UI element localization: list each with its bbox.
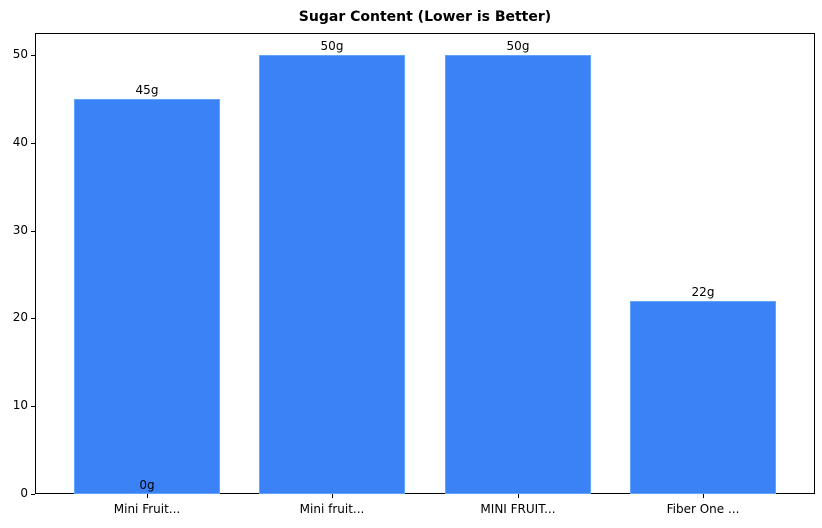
y-tick-label: 20 [12,310,28,325]
x-tick-label: MINI FRUIT... [480,502,556,516]
x-tick-mark [703,494,704,498]
bar[interactable] [445,55,591,494]
x-tick-label: Fiber One ... [666,502,740,516]
x-tick-mark [147,494,148,498]
y-tick-mark [31,55,35,56]
y-tick-label: 0 [20,486,28,500]
y-tick-label: 50 [12,47,28,61]
x-tick-mark [332,494,333,498]
y-tick-mark [31,318,35,320]
x-tick-mark [518,494,519,498]
y-tick-label: 30 [12,222,28,237]
bar-value-label: 50g [320,39,344,53]
bar[interactable] [630,300,776,494]
plot-area [35,33,815,494]
y-tick-label: 10 [12,398,28,413]
bar[interactable] [259,55,405,494]
y-tick-mark [31,406,35,408]
chart-title: Sugar Content (Lower is Better) [298,9,552,25]
y-tick-label: 40 [12,134,28,149]
y-tick-mark [31,494,35,495]
bar-value-label: 22g [691,284,715,299]
y-tick-mark [31,230,35,232]
x-tick-label: Mini fruit... [299,502,365,516]
bar-value-label: 50g [506,39,530,53]
bar-value-label: 45g [135,82,159,97]
y-tick-mark [31,142,35,144]
x-tick-label: Mini Fruit... [113,502,181,516]
bar[interactable] [74,98,220,494]
zero-annotation: 0g [139,478,155,492]
